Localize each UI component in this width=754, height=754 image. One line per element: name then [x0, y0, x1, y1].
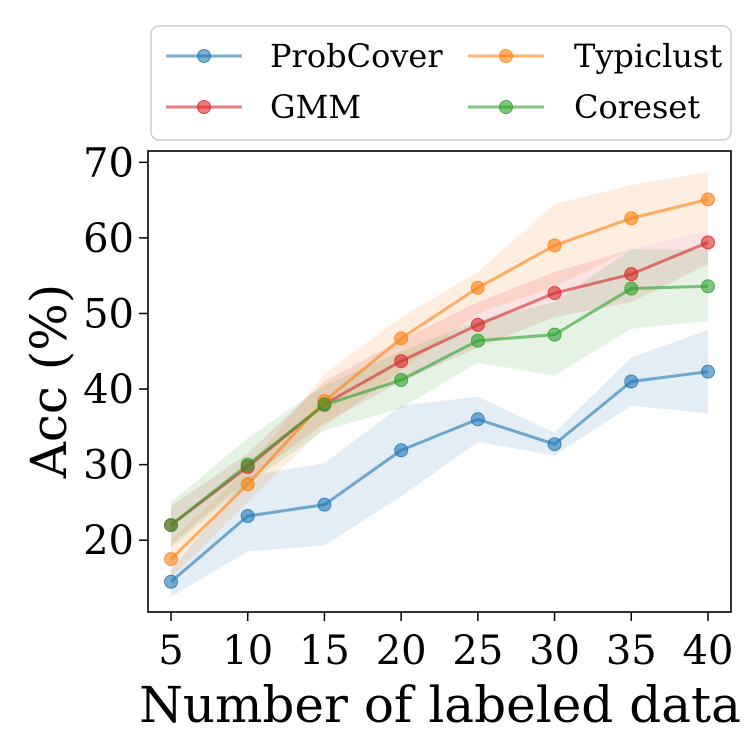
coreset-legend-marker: [499, 100, 513, 114]
legend-frame: [150, 25, 732, 141]
y-tick-label: 50: [83, 291, 134, 337]
y-tick-label: 70: [83, 140, 134, 186]
probcover-legend-label: ProbCover: [270, 37, 443, 75]
coreset-point: [624, 281, 639, 296]
gmm-point: [624, 267, 639, 282]
gmm-point: [547, 286, 562, 301]
gmm-point: [470, 317, 485, 332]
x-tick-label: 10: [222, 628, 273, 674]
x-tick-label: 30: [529, 628, 580, 674]
coreset-point: [394, 372, 409, 387]
typiclust-point: [164, 552, 179, 567]
probcover-point: [240, 509, 255, 524]
y-axis-title: Acc (%): [20, 284, 78, 480]
plot-area: 5 10 15 20 25 30 35 40 20 30 40 50 60 70: [83, 140, 733, 674]
x-tick-label: 15: [299, 628, 350, 674]
coreset-point: [317, 397, 332, 412]
gmm-confidence-band: [171, 230, 708, 544]
x-axis-title: Number of labeled data: [139, 676, 741, 734]
probcover-point: [164, 574, 179, 589]
probcover-confidence-band: [171, 330, 708, 597]
probcover-point: [624, 374, 639, 389]
coreset-legend-label: Coreset: [574, 88, 700, 126]
coreset-series-line: [170, 284, 709, 527]
typiclust-legend-marker: [499, 49, 513, 63]
x-tick-label: 25: [452, 628, 503, 674]
y-tick-label: 40: [83, 367, 134, 413]
typiclust-point: [624, 211, 639, 226]
typiclust-point: [470, 280, 485, 295]
coreset-point: [700, 279, 715, 294]
coreset-point: [164, 518, 179, 533]
y-tick-label: 20: [83, 518, 134, 564]
probcover-point: [394, 443, 409, 458]
typiclust-point: [700, 192, 715, 207]
coreset-point: [547, 327, 562, 342]
probcover-series-line: [170, 370, 709, 583]
probcover-point: [470, 412, 485, 427]
gmm-point: [700, 235, 715, 250]
gmm-point: [394, 354, 409, 369]
coreset-point: [240, 457, 255, 472]
typiclust-point: [394, 331, 409, 346]
probcover-point: [700, 364, 715, 379]
probcover-legend-marker: [197, 49, 211, 63]
probcover-point: [317, 497, 332, 512]
x-tick-label: 35: [606, 628, 657, 674]
axes-frame: [147, 150, 732, 613]
typiclust-confidence-band: [171, 172, 708, 578]
typiclust-legend-label: Typiclust: [574, 37, 722, 75]
x-tick-label: 40: [683, 628, 734, 674]
probcover-point: [547, 437, 562, 452]
coreset-point: [470, 333, 485, 348]
x-tick-label: 20: [376, 628, 427, 674]
typiclust-series-line: [169, 197, 709, 561]
x-tick-label: 5: [158, 628, 183, 674]
legend: ProbCover Typiclust GMM Coreset: [150, 25, 732, 141]
y-tick-label: 30: [83, 443, 134, 489]
typiclust-point: [240, 477, 255, 492]
typiclust-point: [547, 238, 562, 253]
y-tick-label: 60: [83, 216, 134, 262]
gmm-legend-label: GMM: [270, 88, 361, 126]
gmm-legend-marker: [197, 100, 211, 114]
